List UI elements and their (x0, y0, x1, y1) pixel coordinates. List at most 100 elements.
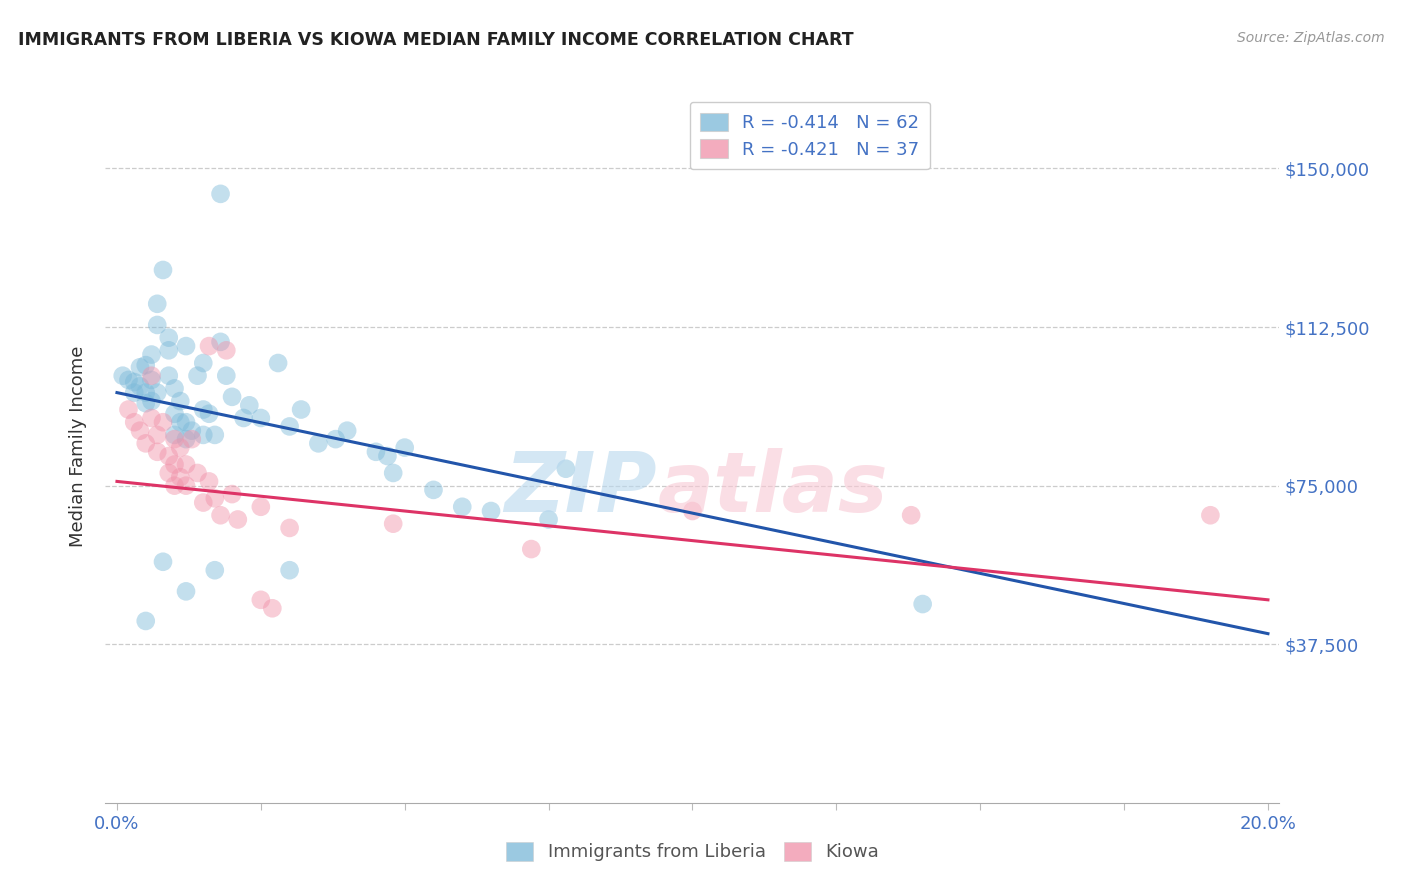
Point (209, 508, 232, 523)
Point (262, 601, 284, 615)
Point (152, 263, 174, 277)
Text: atlas: atlas (657, 449, 887, 529)
Point (111, 368, 134, 383)
Point (146, 297, 169, 311)
Point (163, 428, 186, 442)
Point (174, 415, 197, 429)
Point (141, 368, 163, 383)
Point (204, 563, 226, 577)
Point (135, 436, 157, 450)
Point (1199, 508, 1222, 523)
Point (163, 458, 186, 472)
Point (290, 402, 312, 417)
Point (278, 521, 301, 535)
Point (141, 394, 163, 409)
Point (135, 385, 157, 400)
Point (180, 432, 202, 446)
Point (135, 358, 157, 372)
Point (135, 614, 157, 628)
Legend: Immigrants from Liberia, Kiowa: Immigrants from Liberia, Kiowa (499, 835, 886, 869)
Point (215, 368, 238, 383)
Point (129, 424, 152, 438)
Point (152, 415, 174, 429)
Text: ZIP: ZIP (505, 449, 657, 529)
Point (174, 432, 197, 446)
Point (193, 356, 215, 370)
Point (537, 512, 560, 526)
Point (278, 563, 301, 577)
Point (193, 495, 215, 509)
Point (122, 415, 145, 429)
Point (174, 458, 197, 472)
Point (174, 339, 197, 353)
Point (122, 375, 145, 389)
Point (226, 512, 249, 526)
Point (204, 428, 226, 442)
Point (157, 466, 180, 480)
Point (325, 432, 347, 446)
Point (169, 470, 191, 484)
Point (232, 411, 254, 425)
Point (157, 368, 180, 383)
Point (157, 331, 180, 345)
Point (193, 402, 215, 417)
Point (174, 584, 197, 599)
Point (146, 428, 169, 442)
Point (163, 381, 186, 395)
Point (135, 396, 157, 410)
Point (186, 368, 208, 383)
Text: Source: ZipAtlas.com: Source: ZipAtlas.com (1237, 31, 1385, 45)
Point (911, 597, 934, 611)
Point (336, 424, 359, 438)
Point (141, 411, 163, 425)
Point (117, 402, 139, 417)
Point (152, 555, 174, 569)
Point (157, 449, 180, 463)
Text: IMMIGRANTS FROM LIBERIA VS KIOWA MEDIAN FAMILY INCOME CORRELATION CHART: IMMIGRANTS FROM LIBERIA VS KIOWA MEDIAN … (18, 31, 853, 49)
Point (146, 318, 169, 332)
Point (193, 428, 215, 442)
Point (209, 186, 232, 201)
Point (163, 407, 186, 421)
Point (198, 475, 221, 489)
Point (382, 516, 405, 531)
Point (681, 504, 703, 518)
Point (554, 461, 576, 475)
Point (250, 592, 273, 607)
Point (900, 508, 922, 523)
Point (250, 500, 273, 514)
Point (129, 360, 152, 375)
Point (267, 356, 290, 370)
Point (221, 390, 243, 404)
Point (169, 441, 191, 455)
Point (198, 339, 221, 353)
Point (364, 445, 387, 459)
Point (169, 415, 191, 429)
Point (382, 466, 405, 480)
Point (180, 424, 202, 438)
Point (117, 373, 139, 387)
Point (163, 432, 186, 446)
Point (163, 478, 186, 492)
Point (278, 419, 301, 434)
Point (122, 385, 145, 400)
Point (146, 445, 169, 459)
Point (204, 491, 226, 506)
Point (394, 441, 416, 455)
Point (479, 504, 502, 518)
Point (377, 449, 399, 463)
Point (157, 343, 180, 358)
Y-axis label: Median Family Income: Median Family Income (69, 345, 87, 547)
Point (141, 347, 163, 361)
Point (209, 334, 232, 349)
Point (215, 343, 238, 358)
Point (141, 373, 163, 387)
Point (307, 436, 329, 450)
Point (174, 478, 197, 492)
Point (250, 411, 273, 425)
Point (520, 542, 543, 557)
Point (238, 398, 260, 412)
Point (146, 385, 169, 400)
Point (422, 483, 444, 497)
Point (451, 500, 474, 514)
